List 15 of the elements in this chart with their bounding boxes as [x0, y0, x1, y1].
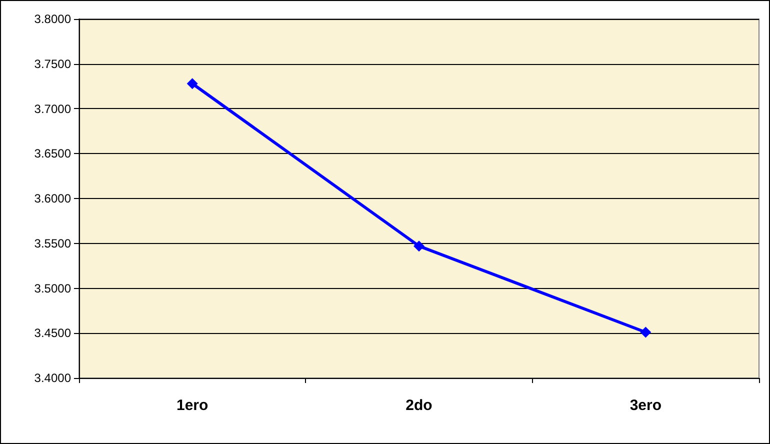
y-tick-label: 3.5500 — [34, 236, 72, 250]
y-tick-label: 3.7500 — [34, 56, 72, 71]
point — [640, 326, 652, 338]
y-tick-label: 3.5000 — [34, 281, 72, 296]
x-tick-label: 3ero — [630, 397, 662, 414]
y-tick-label: 3.4000 — [34, 371, 72, 385]
y-tick-label: 3.6500 — [34, 146, 72, 161]
point — [186, 78, 198, 90]
y-tick-label: 3.6000 — [34, 192, 72, 206]
y-tick-label: 3.4500 — [34, 326, 72, 340]
x-tick-label: 2do — [406, 397, 432, 414]
y-tick-label: 3.7000 — [34, 102, 72, 116]
y-tick-label: 3.8000 — [34, 12, 72, 26]
x-tick-label: 1ero — [176, 397, 208, 414]
point — [414, 240, 424, 252]
